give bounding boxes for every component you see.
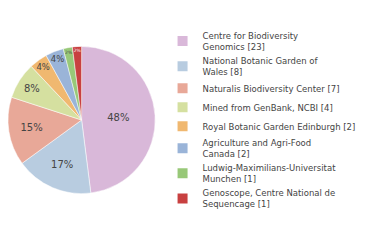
svg-text:2%: 2% — [74, 48, 82, 53]
svg-text:17%: 17% — [51, 159, 73, 170]
svg-text:Royal Botanic Garden Edinburgh: Royal Botanic Garden Edinburgh [2] — [203, 122, 356, 132]
svg-text:15%: 15% — [20, 122, 42, 133]
svg-text:Ludwig-Maximilians-Universitat: Ludwig-Maximilians-UniversitatMunchen [1… — [203, 163, 337, 184]
svg-text:2%: 2% — [65, 50, 73, 55]
svg-text:Centre for BiodiversityGenomic: Centre for BiodiversityGenomics [23] — [203, 31, 299, 52]
svg-text:Agriculture and Agri-FoodCanad: Agriculture and Agri-FoodCanada [2] — [203, 138, 312, 159]
svg-text:8%: 8% — [24, 83, 40, 94]
svg-text:Genoscope, Centre National deS: Genoscope, Centre National deSequencage … — [203, 188, 336, 209]
svg-text:48%: 48% — [107, 112, 129, 123]
svg-text:Mined from GenBank, NCBI [4]: Mined from GenBank, NCBI [4] — [203, 103, 333, 113]
svg-text:4%: 4% — [51, 54, 64, 64]
svg-text:4%: 4% — [36, 62, 49, 72]
svg-text:National Botanic Garden ofWale: National Botanic Garden ofWales [8] — [203, 56, 319, 77]
svg-text:Naturalis Biodiversity Center: Naturalis Biodiversity Center [7] — [203, 84, 340, 94]
